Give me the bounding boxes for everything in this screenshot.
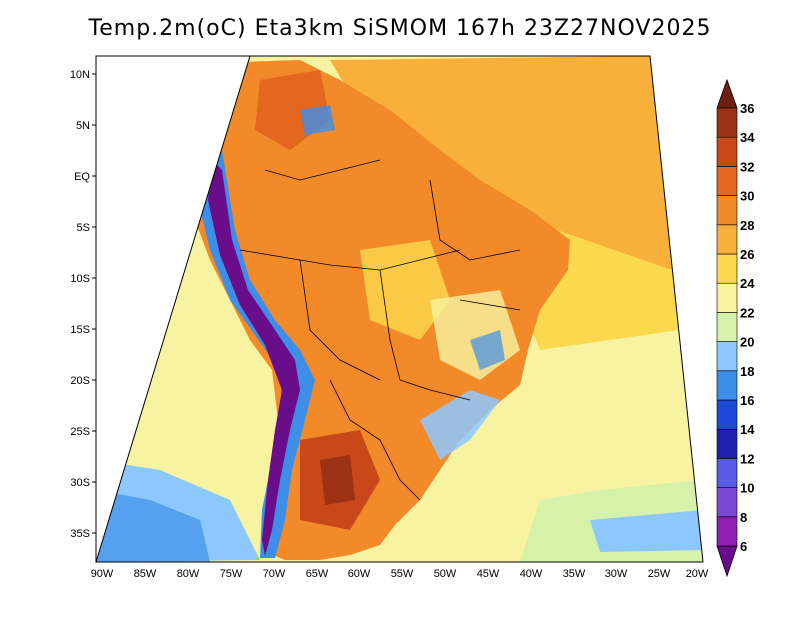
colorbar-swatch — [716, 253, 738, 284]
andes-cold — [208, 160, 300, 556]
cold-south-atlantic — [590, 510, 703, 552]
colorbar-label: 34 — [740, 130, 755, 145]
colorbar-swatch — [716, 428, 738, 459]
axes-frame — [95, 55, 250, 562]
lon-label-80w: 80W — [177, 568, 200, 580]
cool-pacific-patch — [96, 140, 170, 230]
lat-label-10n: 10N — [70, 69, 90, 81]
map-title: Temp.2m(oC) Eta3km SiSMOM 167h 23Z27NOV2… — [88, 16, 712, 41]
colorbar-label: 22 — [740, 305, 754, 320]
lat-label-15s: 15S — [70, 324, 90, 336]
colorbar-swatch — [716, 136, 738, 167]
colorbar-label: 28 — [740, 218, 754, 233]
colorbar-bottom-arrow — [716, 545, 738, 578]
colorbar-label: 26 — [740, 247, 754, 262]
colorbar-label: 12 — [740, 451, 754, 466]
colorbar-swatch — [716, 516, 738, 547]
colorbar-swatch — [716, 341, 738, 372]
colorbar: 6 8 10 12 14 16 18 20 22 24 26 28 30 32 34 36 — [716, 78, 755, 578]
lat-label-30s: 30S — [70, 477, 90, 489]
lat-label-eq: EQ — [74, 171, 90, 183]
colorbar-label: 18 — [740, 364, 754, 379]
colorbar-swatch — [716, 458, 738, 488]
colorbar-label: 24 — [740, 276, 755, 291]
lat-label-35s: 35S — [70, 528, 90, 540]
lon-label-75w: 75W — [220, 568, 243, 580]
colorbar-swatch — [716, 224, 738, 255]
latitude-labels: 10N 5N EQ 5S 10S 15S 20S 25S 30S 35S — [70, 69, 96, 540]
southeast-cold-patch — [470, 330, 505, 370]
lon-label-30w: 30W — [605, 568, 628, 580]
lon-label-50w: 50W — [434, 568, 457, 580]
colorbar-swatch — [716, 399, 738, 430]
colorbar-label: 6 — [740, 539, 747, 554]
colorbar-label: 20 — [740, 335, 754, 350]
lat-label-5n: 5N — [76, 120, 90, 132]
lon-label-90w: 90W — [91, 568, 114, 580]
interior-warm-patch — [360, 240, 450, 340]
colder-south-pacific — [96, 490, 210, 562]
lon-label-85w: 85W — [134, 568, 157, 580]
lon-label-65w: 65W — [306, 568, 329, 580]
country-borders — [239, 159, 521, 501]
warm-atlantic — [330, 56, 672, 280]
lon-label-70w: 70W — [263, 568, 286, 580]
colorbar-top-arrow — [716, 78, 738, 109]
lon-label-20w: 20W — [686, 568, 709, 580]
longitude-labels: 90W 85W 80W 75W 70W 65W 60W 55W 50W 45W … — [91, 568, 709, 580]
lon-label-35w: 35W — [563, 568, 586, 580]
map-field — [96, 56, 703, 562]
lat-label-10s: 10S — [70, 273, 90, 285]
colorbar-label: 30 — [740, 189, 754, 204]
colorbar-swatch — [716, 166, 738, 196]
colorbar-label: 14 — [740, 422, 755, 437]
north-cool-patch — [300, 105, 335, 135]
lon-label-40w: 40W — [520, 568, 543, 580]
colorbar-swatch — [716, 370, 738, 401]
colorbar-label: 8 — [740, 510, 747, 525]
lon-label-45w: 45W — [477, 568, 500, 580]
colorbar-label: 16 — [740, 393, 754, 408]
lat-label-5s: 5S — [77, 222, 90, 234]
colorbar-swatch — [716, 282, 738, 313]
colorbar-label: 32 — [740, 159, 754, 174]
colorbar-label: 10 — [740, 481, 754, 496]
south-hottest-patch — [320, 455, 355, 505]
lon-label-60w: 60W — [348, 568, 371, 580]
southeast-cool-patch — [420, 390, 500, 460]
colorbar-label: 36 — [740, 101, 754, 116]
lat-label-20s: 20S — [70, 375, 90, 387]
lon-label-25w: 25W — [648, 568, 671, 580]
colorbar-swatch — [716, 487, 738, 518]
colorbar-swatch — [716, 195, 738, 226]
colorbar-swatch — [716, 312, 738, 342]
lon-label-55w: 55W — [391, 568, 414, 580]
colorbar-swatch — [716, 107, 738, 138]
lat-label-25s: 25S — [70, 426, 90, 438]
map-frame — [95, 55, 704, 563]
